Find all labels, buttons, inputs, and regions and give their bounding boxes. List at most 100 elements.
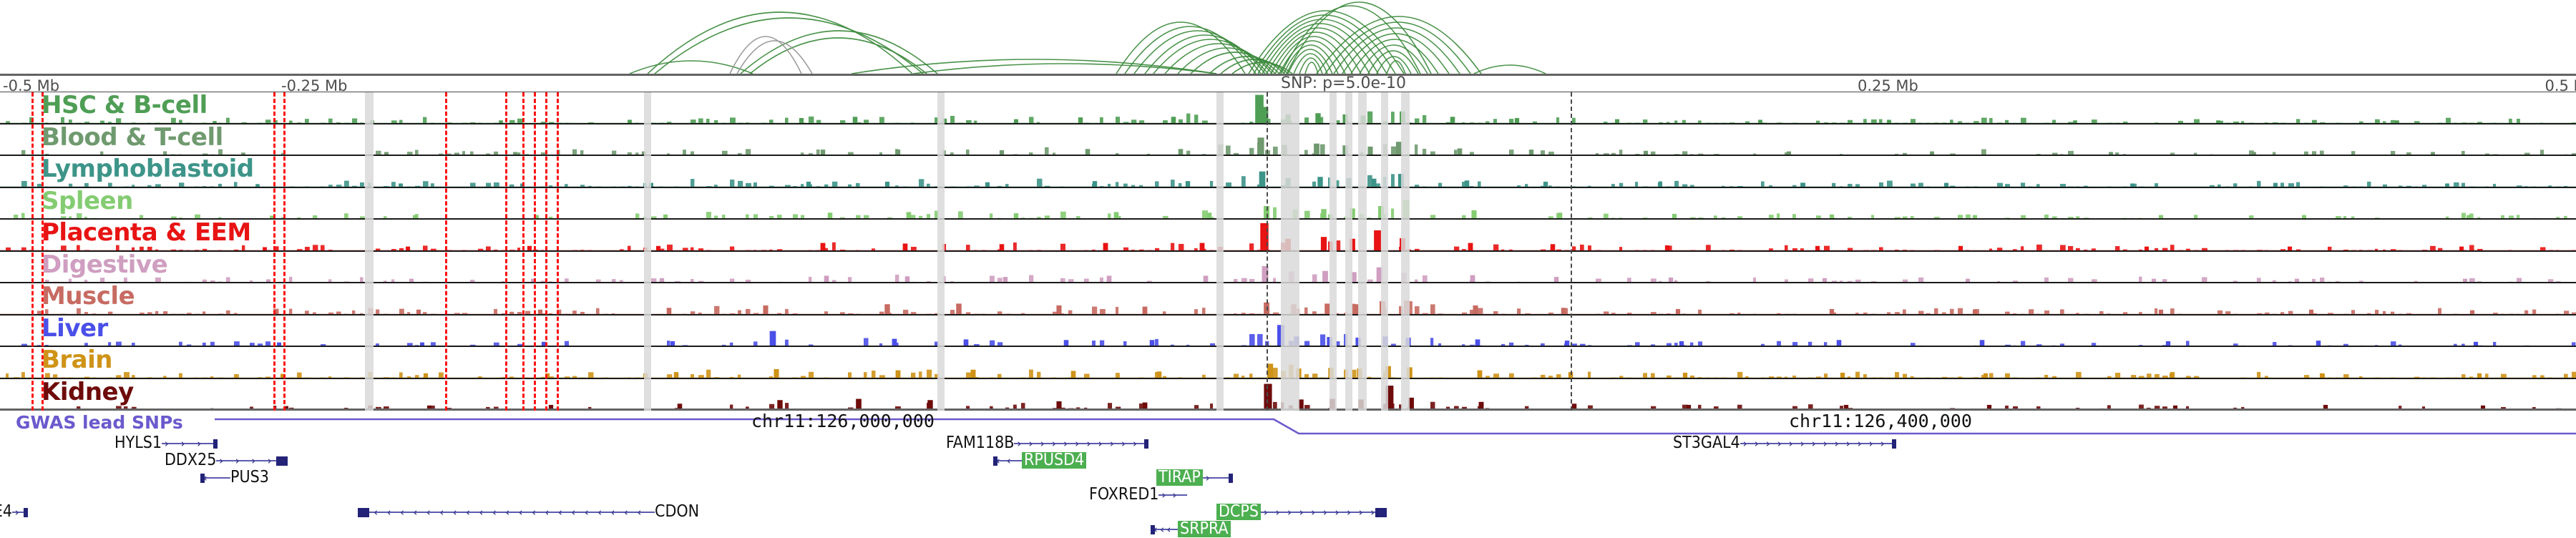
genomic-position-ruler: -0.5 Mb -0.25 Mb 0.25 Mb 0.5 Mb — [0, 74, 2576, 94]
gene-strand-arrow: › — [1800, 436, 1805, 450]
gene-strand-arrow: ‹ — [374, 505, 378, 519]
gene-strand-arrow: › — [235, 454, 240, 467]
ruler-tick-label: 0.25 Mb — [1858, 77, 1918, 94]
gene-feature[interactable]: ‹ PUS3 — [200, 469, 269, 486]
gene-strand-arrow: › — [1311, 505, 1315, 519]
gene-strand-arrow: ‹ — [518, 505, 523, 519]
gene-name-label: FAM118B — [946, 434, 1015, 452]
interaction-arc — [1376, 56, 1412, 74]
gene-feature[interactable]: FOXRED1 › › — [1089, 485, 1188, 504]
gene-feature[interactable]: HYLS1 › › › — [114, 435, 218, 451]
epigenome-track[interactable]: Liver — [0, 315, 2576, 347]
gene-name-label: ST3GAL4 — [1673, 434, 1740, 452]
gene-body: ‹ — [200, 471, 230, 484]
gwas-region-bracket — [215, 418, 2576, 435]
gene-feature[interactable]: TIRAP › — [1156, 469, 1233, 486]
interaction-arc — [1209, 56, 1285, 74]
gene-strand-arrow: › — [1098, 436, 1103, 450]
gene-body: ‹ ‹ ‹ — [1151, 524, 1178, 534]
interaction-arc — [1286, 1, 1432, 74]
track-label: Brain — [42, 347, 113, 374]
interaction-arc — [912, 63, 1217, 74]
gene-strand-arrow: › — [1264, 505, 1268, 519]
gene-exon-block — [993, 456, 997, 466]
interaction-arc — [1116, 21, 1246, 74]
gene-body: › › › — [162, 436, 218, 450]
gene-strand-arrow: › — [1063, 436, 1068, 450]
gene-feature[interactable]: ‹ ‹ RPUSD4 — [993, 452, 1087, 469]
gene-exon-block — [1228, 473, 1233, 483]
gene-strand-arrow: ‹ — [584, 505, 589, 519]
epigenome-track[interactable]: Brain — [0, 347, 2576, 379]
gene-exon-block — [358, 507, 369, 517]
gene-axis-line — [216, 459, 288, 461]
gene-strand-arrow: ‹ — [386, 505, 391, 519]
track-label: Kidney — [42, 378, 134, 406]
gene-body: › › › › › › › › › › — [1261, 507, 1387, 517]
epigenome-track[interactable]: Lymphoblastoid — [0, 156, 2576, 188]
gene-strand-arrow: › — [1205, 471, 1210, 484]
gene-strand-arrow: › — [165, 436, 169, 450]
ruler-tick-label: -0.5 Mb — [3, 77, 60, 94]
interaction-arc — [1283, 44, 1339, 74]
gene-feature[interactable]: DCPS › › › › › › › › › › — [1216, 504, 1387, 520]
interaction-arc — [1304, 62, 1319, 74]
interaction-arc — [1350, 39, 1439, 74]
gene-feature[interactable]: DDX25 › › › › — [165, 452, 288, 469]
gene-strand-arrow: › — [1358, 505, 1363, 519]
gene-strand-arrow: › — [1086, 436, 1091, 450]
gene-feature[interactable]: ST3GAL4 › › › › › › › › › › › › › — [1673, 435, 1896, 451]
gene-strand-arrow: ‹ — [1166, 522, 1171, 536]
gene-strand-arrow: ‹ — [558, 505, 562, 519]
gene-axis-line — [993, 459, 1022, 461]
gene-feature[interactable]: ‹‹‹‹‹‹‹‹‹‹‹‹‹‹‹‹‹‹‹‹‹‹CDON — [358, 504, 699, 520]
gene-feature[interactable]: ‹ ‹ ‹ SRPRA — [1151, 521, 1231, 537]
gene-name-label: RPUSD4 — [1022, 452, 1087, 469]
interaction-arc — [1274, 36, 1353, 74]
gene-strand-arrow: › — [1052, 436, 1056, 450]
gwas-lead-snps-label: GWAS lead SNPs — [16, 412, 183, 433]
gene-strand-arrow: ‹ — [624, 505, 628, 519]
epigenome-track[interactable]: Digestive — [0, 252, 2576, 283]
interaction-arc — [1287, 49, 1333, 74]
interaction-arc — [654, 17, 924, 74]
gene-strand-arrow: ‹ — [597, 505, 602, 519]
signal-profile — [0, 137, 2576, 155]
gene-exon-block — [1891, 439, 1896, 449]
epigenome-track[interactable]: Muscle — [0, 283, 2576, 316]
gene-feature[interactable]: FATE4› — [0, 504, 29, 520]
gene-strand-arrow: › — [180, 436, 185, 450]
gene-body: › — [12, 507, 29, 517]
gene-axis-line — [1014, 442, 1149, 444]
gene-feature[interactable]: FAM118B › › › › › › › › › › › — [946, 434, 1149, 452]
interaction-arc — [1316, 16, 1482, 74]
gene-body: ‹ ‹ — [993, 455, 1022, 466]
gene-strand-arrow: ‹ — [1153, 522, 1158, 536]
gene-strand-arrow: › — [1161, 488, 1166, 502]
gene-strand-arrow: › — [1845, 436, 1850, 450]
interaction-arc — [749, 37, 927, 74]
gene-body: › › › › › › › › › › › — [1014, 436, 1149, 450]
track-label: Liver — [42, 315, 108, 343]
epigenome-track[interactable]: Spleen — [0, 188, 2576, 220]
gene-exon-block — [1151, 524, 1155, 534]
epigenome-track[interactable]: Placenta & EEM — [0, 220, 2576, 252]
gene-name-label: CDON — [655, 502, 700, 521]
gene-strand-arrow: › — [1754, 436, 1759, 450]
gene-name-label: FOXRED1 — [1089, 485, 1159, 504]
epigenome-track[interactable]: Kidney — [0, 379, 2576, 411]
interaction-arc — [1279, 40, 1346, 74]
gene-strand-arrow: ‹ — [203, 471, 208, 484]
interaction-arc-muted — [736, 40, 813, 74]
interaction-arc-muted — [729, 36, 802, 74]
epigenome-track[interactable]: HSC & B-cell — [0, 92, 2576, 124]
gene-strand-arrow: ‹ — [545, 505, 550, 519]
signal-profile — [0, 222, 2576, 250]
gene-strand-arrow: › — [1811, 436, 1816, 450]
track-label: HSC & B-cell — [42, 92, 208, 119]
gene-strand-arrow: › — [1323, 505, 1327, 519]
gene-strand-arrow: › — [1335, 505, 1340, 519]
epigenome-track[interactable]: Blood & T-cell — [0, 124, 2576, 156]
gene-exon-block — [200, 473, 205, 483]
interaction-arc — [1220, 59, 1289, 74]
